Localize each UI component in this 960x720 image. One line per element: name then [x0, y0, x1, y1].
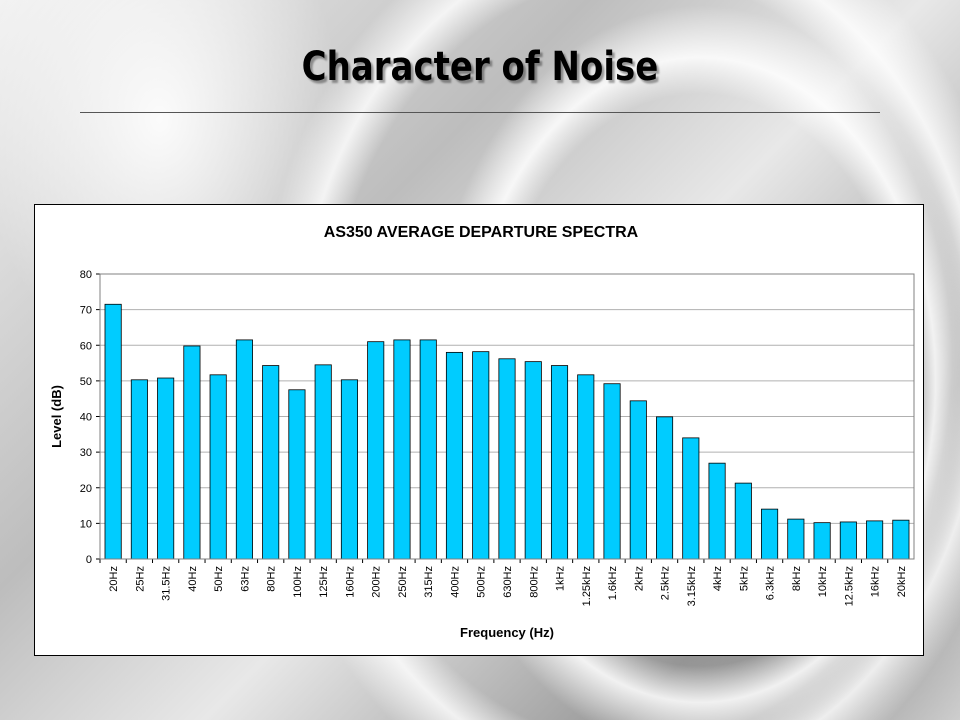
x-tick-label: 8kHz [791, 566, 803, 591]
bar-50Hz [209, 374, 227, 560]
x-tick-label: 80Hz [266, 566, 278, 592]
y-tick-label: 10 [80, 518, 92, 530]
x-tick-label: 40Hz [187, 566, 199, 592]
bar-630Hz [498, 358, 516, 560]
bar-3.15kHz [682, 437, 700, 560]
bar-800Hz [524, 361, 542, 560]
x-tick-label: 2.5kHz [660, 566, 672, 600]
x-tick-label: 3.15kHz [686, 566, 698, 606]
y-axis-label: Level (dB) [49, 385, 64, 448]
x-tick-label: 5kHz [738, 566, 750, 591]
x-tick-label: 125Hz [318, 566, 330, 598]
y-tick-label: 50 [80, 376, 92, 388]
x-axis-ticks: 20Hz 25Hz 31.5Hz 40Hz 50Hz 63Hz 80Hz 100Hz 125Hz… [99, 559, 908, 606]
x-tick-label: 20kHz [896, 566, 908, 597]
x-tick-label: 1.25kHz [581, 566, 593, 606]
chart-container: AS350 AVERAGE DEPARTURE SPECTRA 0 10 20 30 4… [34, 204, 924, 656]
bar-200Hz [367, 341, 385, 560]
bar-250Hz [393, 339, 411, 560]
x-tick-label: 16kHz [870, 566, 882, 597]
bar-2.5kHz [656, 416, 674, 560]
x-tick-label: 1kHz [555, 566, 567, 591]
bar-25Hz [130, 379, 148, 560]
x-tick-label: 50Hz [213, 566, 225, 592]
bar-16kHz [866, 520, 884, 560]
bar-4kHz [708, 462, 726, 560]
bar-12.5kHz [839, 521, 857, 560]
x-tick-label: 10kHz [817, 566, 829, 597]
y-tick-label: 40 [80, 412, 92, 424]
x-tick-label: 20Hz [108, 566, 120, 592]
x-tick-label: 1.6kHz [607, 566, 619, 600]
bar-315Hz [419, 339, 437, 560]
bar-10kHz [813, 522, 831, 560]
title-divider [80, 112, 880, 113]
bar-8kHz [787, 518, 805, 560]
y-axis-ticks: 0 10 20 30 40 50 60 70 80 [80, 269, 100, 566]
x-tick-label: 500Hz [476, 566, 488, 598]
x-tick-label: 315Hz [423, 566, 435, 598]
bar-125Hz [314, 364, 332, 560]
y-tick-label: 20 [80, 483, 92, 495]
x-tick-label: 630Hz [502, 566, 514, 598]
bar-1.25kHz [577, 374, 595, 560]
bar-5kHz [734, 482, 752, 560]
x-axis-label: Frequency (Hz) [460, 625, 554, 640]
chart-title: AS350 AVERAGE DEPARTURE SPECTRA [324, 224, 639, 241]
y-tick-label: 80 [80, 269, 92, 281]
y-tick-label: 30 [80, 447, 92, 459]
x-tick-label: 160Hz [344, 566, 356, 598]
x-tick-label: 6.3kHz [765, 566, 777, 600]
bar-20Hz [104, 303, 122, 560]
bar-80Hz [262, 365, 280, 560]
chart-bars [104, 303, 910, 560]
bar-1.6kHz [603, 383, 621, 560]
bar-2kHz [629, 400, 647, 560]
bar-500Hz [472, 351, 490, 560]
bar-6.3kHz [761, 508, 779, 560]
bar-100Hz [288, 389, 306, 560]
x-tick-label: 25Hz [134, 566, 146, 592]
bar-40Hz [183, 345, 201, 560]
bar-400Hz [445, 351, 464, 560]
y-tick-label: 0 [86, 554, 92, 566]
bar-160Hz [340, 379, 358, 560]
x-tick-label: 800Hz [528, 566, 540, 598]
y-tick-label: 70 [80, 305, 92, 317]
bar-1kHz [550, 365, 569, 560]
bar-31.5Hz [157, 377, 175, 560]
slide-title: Character of Noise [301, 44, 659, 90]
bar-chart: AS350 AVERAGE DEPARTURE SPECTRA 0 10 20 30 4… [49, 224, 915, 640]
x-tick-label: 4kHz [712, 566, 724, 591]
x-tick-label: 400Hz [449, 566, 461, 598]
x-tick-label: 31.5Hz [161, 566, 173, 601]
x-tick-label: 100Hz [292, 566, 304, 598]
bar-63Hz [235, 339, 253, 560]
x-tick-label: 2kHz [633, 566, 645, 591]
x-tick-label: 63Hz [239, 566, 251, 592]
bar-20kHz [892, 519, 910, 560]
y-tick-label: 60 [80, 340, 92, 352]
plot-area-frame [99, 273, 915, 560]
x-tick-label: 12.5kHz [843, 566, 855, 606]
x-tick-label: 250Hz [397, 566, 409, 598]
x-tick-label: 200Hz [371, 566, 383, 598]
